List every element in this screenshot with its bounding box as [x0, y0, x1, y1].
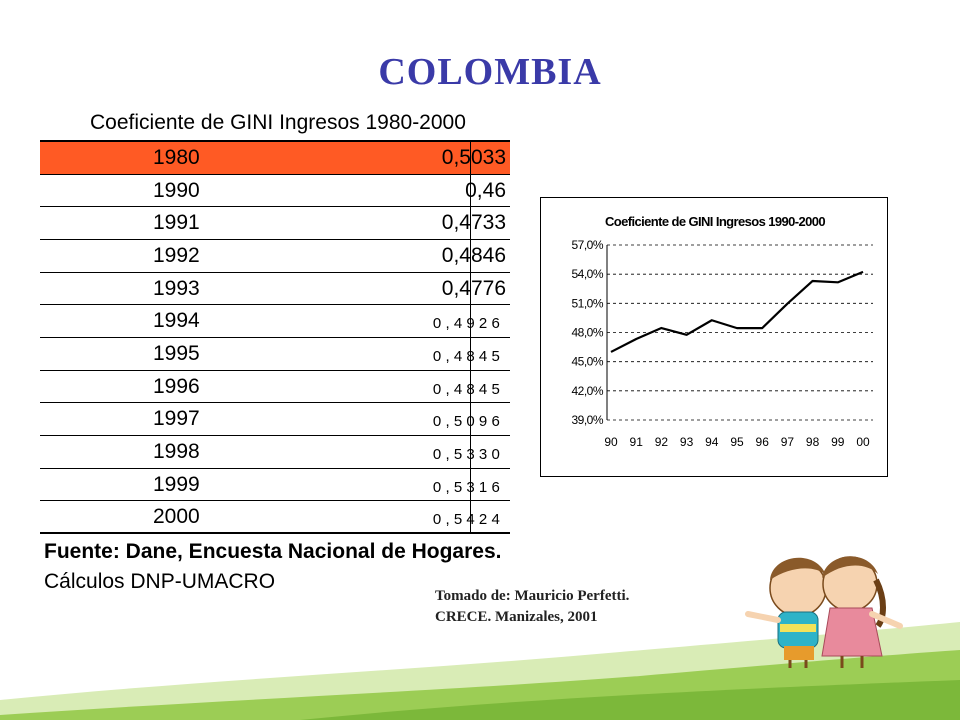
- gini-line-chart: Coeficiente de GINI Ingresos 1990-2000 5…: [540, 197, 888, 477]
- chart-y-ticks: 57,0% 54,0% 51,0% 48,0% 45,0% 42,0% 39,0%: [571, 238, 604, 427]
- y-tick-label: 54,0%: [571, 267, 603, 281]
- gini-table: 1980 0,5033 1990 0,46 1991 0,4733 1992 0…: [40, 140, 510, 534]
- table-row: 1997 0,5096: [40, 403, 510, 436]
- x-tick-label: 97: [781, 435, 795, 449]
- value-cell: 0,4776: [441, 276, 506, 300]
- table-row: 1999 0,5316: [40, 469, 510, 502]
- slide-title: COLOMBIA: [378, 51, 602, 93]
- calculation-note: Cálculos DNP-UMACRO: [44, 570, 276, 593]
- year-cell: 1998: [153, 439, 200, 463]
- year-cell: 1991: [153, 211, 200, 235]
- x-tick-label: 98: [806, 435, 820, 449]
- value-cell: 0,4926: [432, 315, 504, 333]
- year-cell: 1994: [153, 309, 200, 333]
- x-tick-label: 93: [680, 435, 694, 449]
- y-tick-label: 45,0%: [571, 355, 603, 369]
- year-cell: 1999: [153, 472, 200, 496]
- year-cell: 1996: [153, 374, 200, 398]
- credit-note: Tomado de: Mauricio Perfetti. CRECE. Man…: [435, 586, 629, 628]
- y-tick-label: 42,0%: [571, 384, 603, 398]
- children-illustration: [745, 556, 903, 668]
- chart-series: [610, 270, 864, 353]
- x-tick-label: 91: [630, 435, 644, 449]
- value-cell: 0,4733: [441, 211, 506, 235]
- value-cell: 0,4845: [432, 347, 504, 365]
- year-cell: 1993: [153, 276, 200, 300]
- x-tick-label: 95: [730, 435, 744, 449]
- table-row: 1998 0,5330: [40, 436, 510, 469]
- table-row: 1991 0,4733: [40, 207, 510, 240]
- value-cell: 0,46: [465, 178, 506, 202]
- y-tick-label: 39,0%: [571, 413, 603, 427]
- table-row: 1990 0,46: [40, 175, 510, 208]
- y-tick-label: 51,0%: [571, 296, 603, 310]
- table-row: 2000 0,5424: [40, 501, 510, 534]
- table-row: 1996 0,4845: [40, 371, 510, 404]
- year-cell: 2000: [153, 505, 200, 529]
- source-note: Fuente: Dane, Encuesta Nacional de Hogar…: [44, 540, 502, 563]
- table-row: 1994 0,4926: [40, 305, 510, 338]
- table-row: 1993 0,4776: [40, 273, 510, 306]
- year-cell: 1997: [153, 407, 200, 431]
- grass-light-band: [0, 622, 960, 720]
- value-cell: 0,5316: [432, 478, 504, 496]
- table-row: 1992 0,4846: [40, 240, 510, 273]
- chart-svg: Coeficiente de GINI Ingresos 1990-2000 5…: [571, 214, 873, 449]
- chart-gridlines: [606, 244, 873, 421]
- credit-line-author: Tomado de: Mauricio Perfetti.: [435, 588, 630, 604]
- value-cell: 0,4845: [432, 380, 504, 398]
- year-cell: 1990: [153, 178, 200, 202]
- series-line: [610, 270, 864, 353]
- year-cell: 1992: [153, 243, 200, 267]
- x-tick-label: 94: [705, 435, 719, 449]
- grass-dark-band: [300, 680, 960, 720]
- table-title: Coeficiente de GINI Ingresos 1980-2000: [90, 111, 466, 134]
- grass-band: [0, 650, 960, 720]
- y-tick-label: 57,0%: [571, 238, 603, 252]
- value-cell: 0,5096: [432, 413, 504, 431]
- table-row: 1980 0,5033: [40, 142, 510, 175]
- year-cell: 1980: [153, 146, 200, 169]
- x-tick-label: 92: [655, 435, 669, 449]
- x-tick-label: 90: [604, 435, 618, 449]
- value-cell: 0,4846: [441, 243, 506, 267]
- y-tick-label: 48,0%: [571, 326, 603, 340]
- x-tick-label: 99: [831, 435, 845, 449]
- year-cell: 1995: [153, 341, 200, 365]
- x-tick-label: 00: [856, 435, 870, 449]
- chart-title: Coeficiente de GINI Ingresos 1990-2000: [605, 214, 825, 229]
- value-cell: 0,5424: [432, 511, 504, 529]
- chart-x-ticks: 90 91 92 93 94 95 96 97 98 99 00: [604, 435, 870, 449]
- credit-line-place: CRECE. Manizales, 2001: [435, 609, 598, 625]
- x-tick-label: 96: [756, 435, 770, 449]
- table-row: 1995 0,4845: [40, 338, 510, 371]
- value-cell: 0,5330: [432, 445, 504, 463]
- value-cell: 0,5033: [441, 146, 506, 169]
